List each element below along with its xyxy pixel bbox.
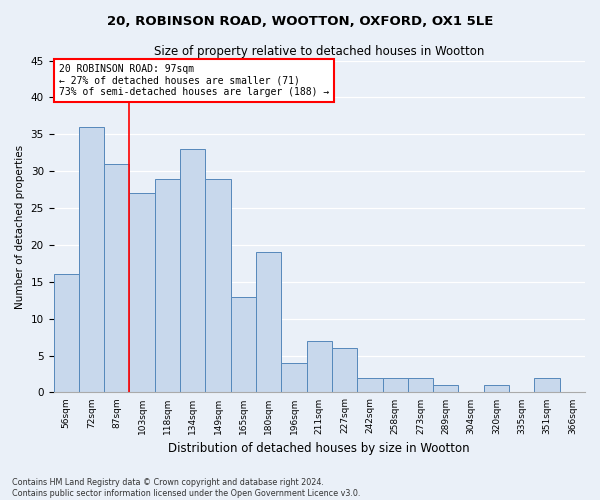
Bar: [256, 252, 281, 392]
Title: Size of property relative to detached houses in Wootton: Size of property relative to detached ho…: [154, 45, 484, 58]
Bar: [332, 348, 357, 393]
Bar: [130, 194, 155, 392]
Bar: [104, 164, 130, 392]
Bar: [307, 341, 332, 392]
Bar: [180, 149, 205, 392]
Bar: [484, 385, 509, 392]
Bar: [155, 178, 180, 392]
Text: 20, ROBINSON ROAD, WOOTTON, OXFORD, OX1 5LE: 20, ROBINSON ROAD, WOOTTON, OXFORD, OX1 …: [107, 15, 493, 28]
Bar: [53, 274, 79, 392]
Bar: [408, 378, 433, 392]
Text: Contains HM Land Registry data © Crown copyright and database right 2024.
Contai: Contains HM Land Registry data © Crown c…: [12, 478, 361, 498]
Bar: [230, 296, 256, 392]
Bar: [383, 378, 408, 392]
Bar: [535, 378, 560, 392]
Bar: [79, 127, 104, 392]
Bar: [281, 363, 307, 392]
Bar: [433, 385, 458, 392]
Text: 20 ROBINSON ROAD: 97sqm
← 27% of detached houses are smaller (71)
73% of semi-de: 20 ROBINSON ROAD: 97sqm ← 27% of detache…: [59, 64, 329, 98]
X-axis label: Distribution of detached houses by size in Wootton: Distribution of detached houses by size …: [169, 442, 470, 455]
Bar: [357, 378, 383, 392]
Y-axis label: Number of detached properties: Number of detached properties: [15, 144, 25, 308]
Bar: [205, 178, 230, 392]
